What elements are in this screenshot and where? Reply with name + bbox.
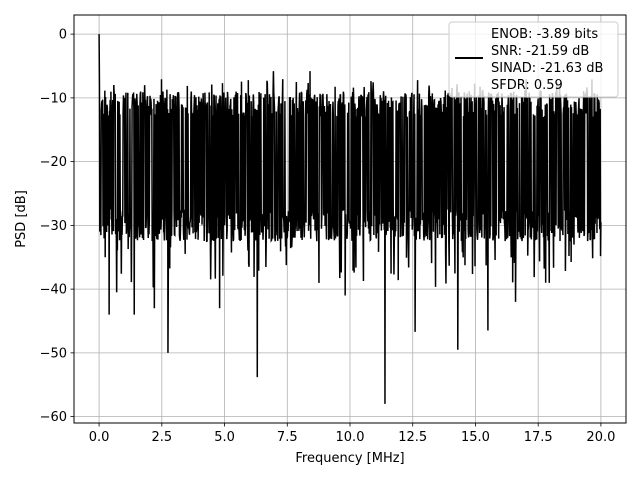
y-ticks: 0 −10 −20 −30 −40 −50 −60 bbox=[40, 28, 74, 425]
legend-entry-enob: ENOB: -3.89 bits bbox=[491, 27, 598, 42]
y-tick-label: −20 bbox=[40, 155, 67, 170]
y-tick-label: −10 bbox=[40, 91, 67, 106]
legend: ENOB: -3.89 bits SNR: -21.59 dB SINAD: -… bbox=[448, 21, 619, 98]
y-tick-label: −30 bbox=[40, 219, 67, 234]
x-ticks: 0.0 2.5 5.0 7.5 10.0 12.5 15.0 17.5 20.0 bbox=[89, 423, 615, 445]
y-tick-label: −60 bbox=[40, 410, 67, 425]
legend-entry-sinad: SINAD: -21.63 dB bbox=[491, 61, 603, 76]
x-tick-label: 20.0 bbox=[586, 430, 615, 445]
x-tick-label: 7.5 bbox=[277, 430, 298, 445]
y-axis-label: PSD [dB] bbox=[14, 190, 29, 248]
x-tick-label: 5.0 bbox=[214, 430, 235, 445]
x-tick-label: 15.0 bbox=[461, 430, 490, 445]
psd-series-line bbox=[98, 34, 602, 404]
legend-box bbox=[448, 21, 619, 98]
legend-entry-snr: SNR: -21.59 dB bbox=[491, 44, 589, 59]
x-axis-label: Frequency [MHz] bbox=[295, 451, 404, 466]
legend-entry-sfdr: SFDR: 0.59 bbox=[491, 78, 563, 93]
x-tick-label: 17.5 bbox=[524, 430, 553, 445]
x-tick-label: 10.0 bbox=[336, 430, 365, 445]
x-tick-label: 0.0 bbox=[89, 430, 110, 445]
series-layer bbox=[98, 34, 602, 404]
x-tick-label: 12.5 bbox=[398, 430, 427, 445]
y-tick-label: 0 bbox=[59, 28, 67, 43]
y-tick-label: −40 bbox=[40, 283, 67, 298]
y-tick-label: −50 bbox=[40, 346, 67, 361]
x-tick-label: 2.5 bbox=[151, 430, 172, 445]
